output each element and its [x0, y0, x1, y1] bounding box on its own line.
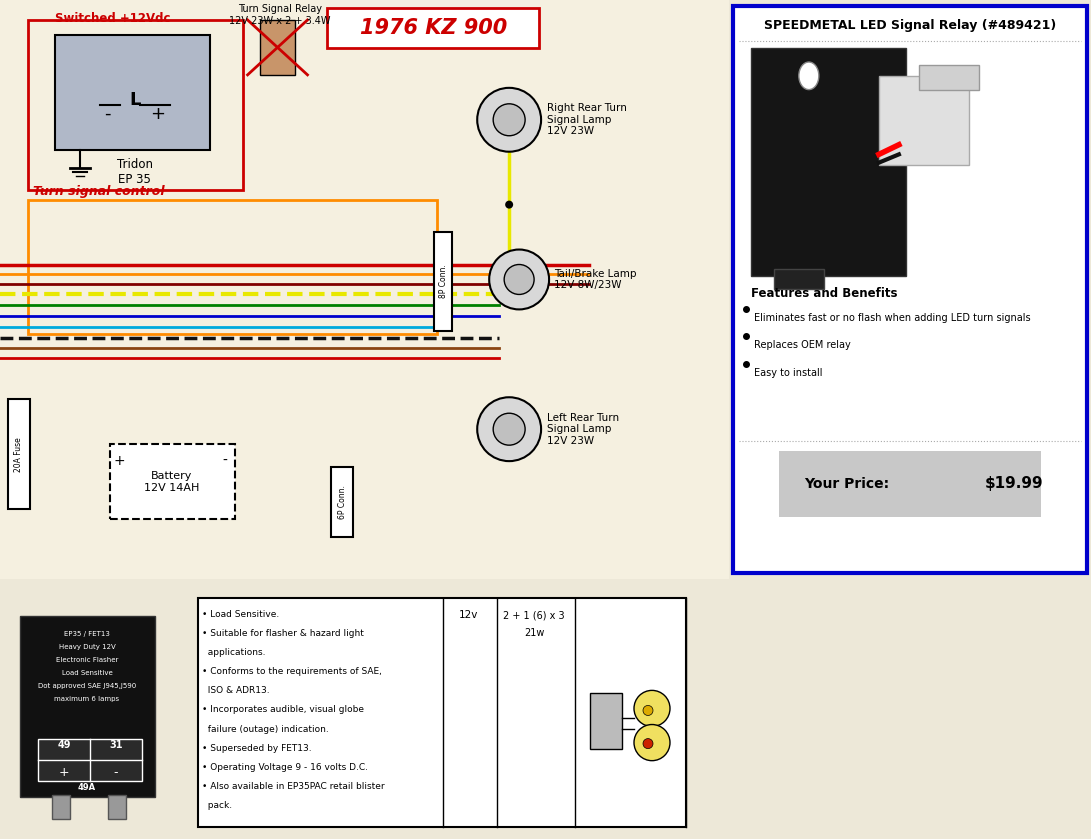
Text: -: - [105, 105, 111, 122]
Bar [38, 738, 142, 781]
Text: Your Price:: Your Price: [804, 477, 889, 491]
Bar [55, 35, 209, 149]
Text: Tail/Brake Lamp
12V 8W/23W: Tail/Brake Lamp 12V 8W/23W [554, 268, 636, 290]
Text: ISO & ADR13.: ISO & ADR13. [202, 686, 269, 696]
Circle shape [634, 725, 670, 761]
Text: maximum 6 lamps: maximum 6 lamps [55, 696, 120, 702]
Text: +: + [113, 454, 125, 468]
Text: +: + [151, 105, 165, 122]
Text: Electronic Flasher: Electronic Flasher [56, 657, 118, 664]
Circle shape [634, 690, 670, 727]
Bar [108, 795, 125, 819]
Text: • Incorporates audible, visual globe: • Incorporates audible, visual globe [202, 706, 364, 715]
Text: Turn signal control: Turn signal control [33, 185, 165, 198]
Bar [332, 467, 353, 537]
Bar [327, 8, 539, 48]
Circle shape [477, 397, 541, 461]
Bar [28, 200, 437, 335]
Text: +: + [59, 766, 70, 779]
Bar [20, 616, 155, 797]
Bar [590, 693, 622, 748]
Text: pack.: pack. [202, 801, 232, 810]
Text: Left Rear Turn
Signal Lamp
12V 23W: Left Rear Turn Signal Lamp 12V 23W [547, 413, 620, 446]
Text: 12v: 12v [459, 610, 479, 620]
Text: Turn Signal Relay
12V 23W x 2 + 3.4W: Turn Signal Relay 12V 23W x 2 + 3.4W [229, 4, 331, 26]
Text: $19.99: $19.99 [985, 477, 1043, 492]
Text: • Suitable for flasher & hazard light: • Suitable for flasher & hazard light [202, 629, 364, 638]
Text: Eliminates fast or no flash when adding LED turn signals: Eliminates fast or no flash when adding … [754, 313, 1030, 323]
Circle shape [489, 249, 549, 310]
Text: Easy to install: Easy to install [754, 368, 823, 378]
Bar [879, 76, 969, 165]
Text: 6P Conn.: 6P Conn. [338, 485, 347, 519]
Circle shape [643, 738, 654, 748]
Bar [260, 20, 295, 75]
Bar [110, 444, 235, 519]
Text: SPEEDMETAL LED Signal Relay (#489421): SPEEDMETAL LED Signal Relay (#489421) [764, 19, 1056, 32]
Bar [774, 268, 824, 289]
Text: L: L [129, 91, 141, 109]
Text: Features and Benefits: Features and Benefits [751, 287, 897, 300]
Text: Right Rear Turn
Signal Lamp
12V 23W: Right Rear Turn Signal Lamp 12V 23W [547, 103, 627, 137]
Circle shape [477, 88, 541, 152]
Bar [919, 65, 979, 90]
Text: Heavy Duty 12V: Heavy Duty 12V [59, 644, 116, 650]
Circle shape [643, 706, 654, 716]
Text: • Superseded by FET13.: • Superseded by FET13. [202, 743, 312, 753]
Circle shape [799, 62, 819, 90]
Circle shape [493, 414, 525, 446]
Bar [28, 20, 242, 190]
Text: applications.: applications. [202, 649, 265, 657]
Bar [8, 399, 29, 509]
Bar [434, 232, 453, 331]
Text: Battery
12V 14AH: Battery 12V 14AH [144, 472, 200, 492]
Text: 49: 49 [57, 740, 71, 749]
Text: -: - [223, 454, 227, 468]
Circle shape [493, 104, 525, 136]
Text: 31: 31 [109, 740, 123, 749]
Bar [52, 795, 70, 819]
Bar [779, 451, 1041, 517]
Text: Dot approved SAE J945,J590: Dot approved SAE J945,J590 [38, 683, 136, 690]
Bar [751, 48, 906, 276]
Text: Load Sensitive: Load Sensitive [61, 670, 112, 676]
Text: 20A Fuse: 20A Fuse [14, 437, 24, 472]
Text: 8P Conn.: 8P Conn. [439, 264, 447, 299]
Text: -: - [113, 766, 118, 779]
Circle shape [505, 201, 513, 209]
Text: • Conforms to the requirements of SAE,: • Conforms to the requirements of SAE, [202, 667, 382, 676]
Text: failure (outage) indication.: failure (outage) indication. [202, 725, 328, 733]
Text: 2 + 1 (6) x 3: 2 + 1 (6) x 3 [503, 610, 565, 620]
Text: 1976 KZ 900: 1976 KZ 900 [360, 18, 507, 38]
Text: Switched +12Vdc: Switched +12Vdc [55, 12, 170, 25]
Text: 49A: 49A [77, 783, 96, 792]
Bar [197, 598, 686, 827]
Text: • Operating Voltage 9 - 16 volts D.C.: • Operating Voltage 9 - 16 volts D.C. [202, 763, 368, 772]
Text: Replaces OEM relay: Replaces OEM relay [754, 341, 851, 351]
Text: Tridon
EP 35: Tridon EP 35 [117, 158, 153, 185]
Text: • Load Sensitive.: • Load Sensitive. [202, 610, 279, 619]
Text: EP35 / FET13: EP35 / FET13 [64, 631, 110, 637]
Circle shape [504, 264, 535, 294]
Text: 21w: 21w [524, 628, 544, 638]
Text: • Also available in EP35PAC retail blister: • Also available in EP35PAC retail blist… [202, 782, 385, 791]
